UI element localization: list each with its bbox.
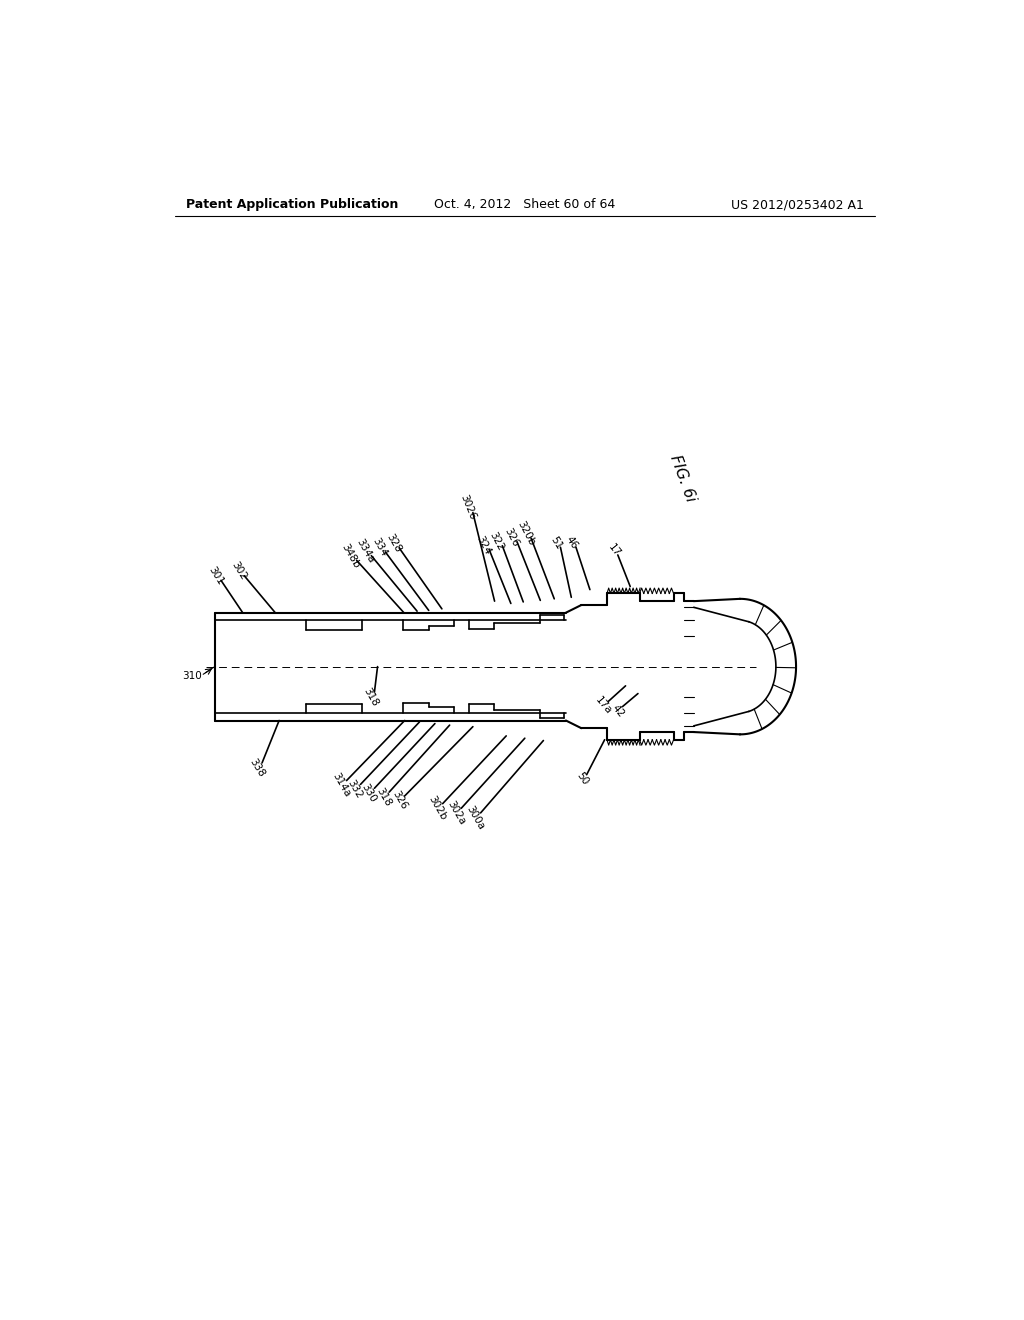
Text: Oct. 4, 2012   Sheet 60 of 64: Oct. 4, 2012 Sheet 60 of 64 <box>434 198 615 211</box>
Text: US 2012/0253402 A1: US 2012/0253402 A1 <box>731 198 864 211</box>
Text: 326: 326 <box>503 527 521 548</box>
Text: 17a: 17a <box>594 696 614 717</box>
Text: 310: 310 <box>181 671 202 681</box>
Text: 301: 301 <box>206 565 225 587</box>
Text: 330: 330 <box>359 781 378 804</box>
Text: 314a: 314a <box>330 771 352 799</box>
Text: 302a: 302a <box>445 799 467 826</box>
Text: 334: 334 <box>371 536 389 558</box>
Text: 322: 322 <box>487 529 506 552</box>
Text: 42: 42 <box>609 704 626 719</box>
Text: 17: 17 <box>606 543 622 558</box>
Text: 348b: 348b <box>340 541 361 570</box>
Text: 318: 318 <box>361 685 380 708</box>
Text: 324: 324 <box>475 533 493 556</box>
Text: 338: 338 <box>248 756 267 779</box>
Text: 51: 51 <box>548 535 563 550</box>
Text: 300a: 300a <box>464 804 486 832</box>
Text: 320b: 320b <box>515 519 537 548</box>
Text: 50: 50 <box>574 771 590 787</box>
Text: Patent Application Publication: Patent Application Publication <box>186 198 398 211</box>
Text: FIG. 6i: FIG. 6i <box>667 453 697 503</box>
Text: 302: 302 <box>229 560 248 582</box>
Text: 3026: 3026 <box>458 494 477 521</box>
Text: 334a: 334a <box>354 537 376 565</box>
Text: 318: 318 <box>375 785 393 808</box>
Text: 332: 332 <box>346 777 365 800</box>
Text: 328: 328 <box>385 532 403 554</box>
Text: 46: 46 <box>563 535 580 550</box>
Text: 326: 326 <box>390 789 409 812</box>
Text: 302b: 302b <box>426 795 449 822</box>
